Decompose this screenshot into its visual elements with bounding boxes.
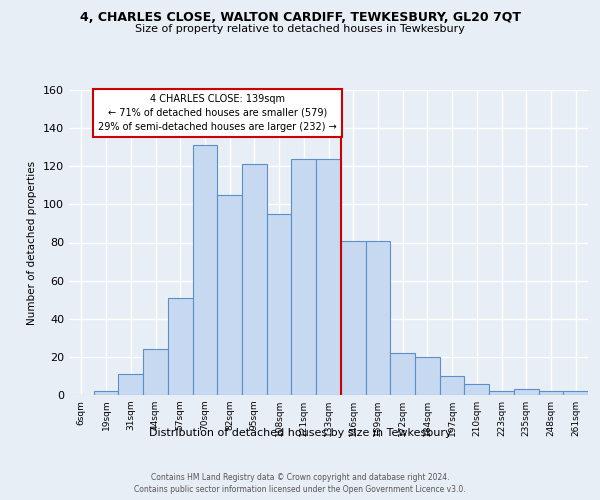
- Text: Distribution of detached houses by size in Tewkesbury: Distribution of detached houses by size …: [149, 428, 451, 438]
- Bar: [316, 158, 341, 395]
- Text: 4, CHARLES CLOSE, WALTON CARDIFF, TEWKESBURY, GL20 7QT: 4, CHARLES CLOSE, WALTON CARDIFF, TEWKES…: [79, 11, 521, 24]
- Y-axis label: Number of detached properties: Number of detached properties: [28, 160, 37, 324]
- Bar: [464, 384, 489, 395]
- Bar: [489, 391, 514, 395]
- Text: 4 CHARLES CLOSE: 139sqm
← 71% of detached houses are smaller (579)
29% of semi-d: 4 CHARLES CLOSE: 139sqm ← 71% of detache…: [98, 94, 337, 132]
- Bar: [514, 390, 539, 395]
- Bar: [118, 374, 143, 395]
- Bar: [267, 214, 292, 395]
- Text: Size of property relative to detached houses in Tewkesbury: Size of property relative to detached ho…: [135, 24, 465, 34]
- Bar: [440, 376, 464, 395]
- Bar: [94, 391, 118, 395]
- Text: Contains public sector information licensed under the Open Government Licence v3: Contains public sector information licen…: [134, 485, 466, 494]
- Bar: [365, 240, 390, 395]
- Bar: [415, 357, 440, 395]
- Text: Contains HM Land Registry data © Crown copyright and database right 2024.: Contains HM Land Registry data © Crown c…: [151, 472, 449, 482]
- Bar: [217, 195, 242, 395]
- Bar: [563, 391, 588, 395]
- Bar: [539, 391, 563, 395]
- Bar: [390, 353, 415, 395]
- Bar: [193, 146, 217, 395]
- Bar: [143, 349, 168, 395]
- Bar: [341, 240, 365, 395]
- Bar: [168, 298, 193, 395]
- Bar: [242, 164, 267, 395]
- Bar: [292, 158, 316, 395]
